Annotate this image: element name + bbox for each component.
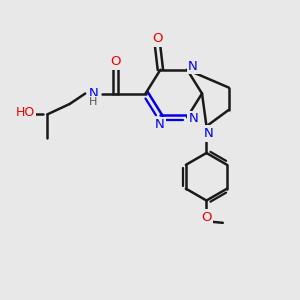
Text: O: O bbox=[201, 211, 212, 224]
Text: N: N bbox=[188, 60, 198, 73]
Text: O: O bbox=[152, 32, 163, 45]
Text: O: O bbox=[110, 55, 121, 68]
Text: N: N bbox=[155, 118, 165, 131]
Text: HO: HO bbox=[16, 106, 35, 119]
Text: N: N bbox=[89, 87, 98, 100]
Text: N: N bbox=[189, 112, 199, 125]
Text: N: N bbox=[204, 127, 213, 140]
Text: H: H bbox=[89, 98, 98, 107]
